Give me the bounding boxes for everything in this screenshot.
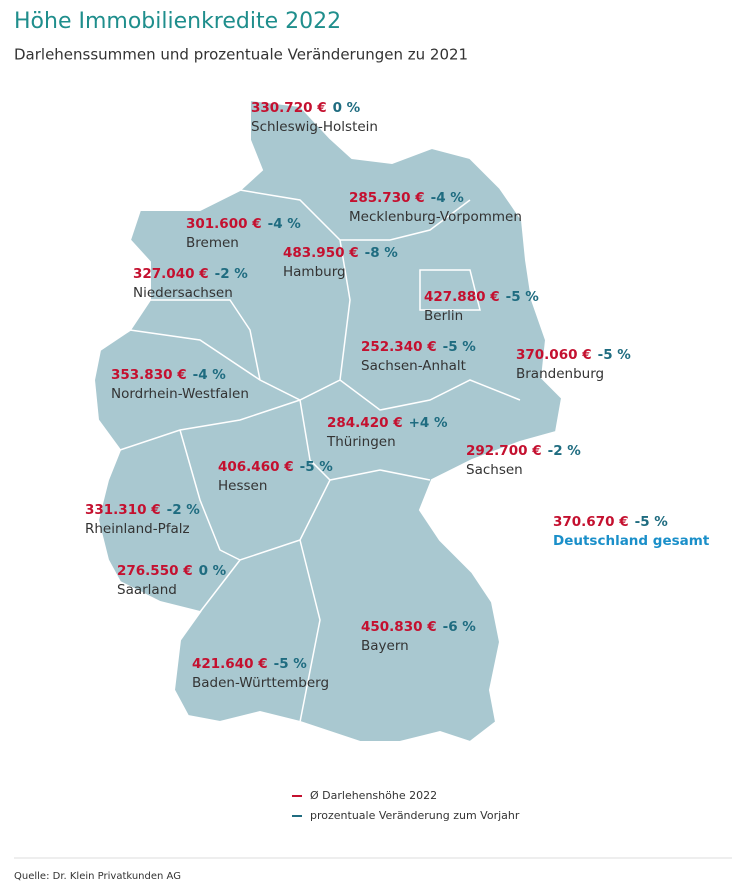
region-amount: 421.640 €: [192, 656, 268, 672]
region-name: Bayern: [361, 638, 409, 654]
region-amount: 285.730 €: [349, 190, 425, 206]
region-change: -2 %: [167, 502, 201, 518]
region-change: -5 %: [274, 656, 308, 672]
region-change: -5 %: [506, 289, 540, 305]
region-amount: 427.880 €: [424, 289, 500, 305]
subtitle: Darlehenssummen und prozentuale Veränder…: [14, 46, 468, 64]
region-name: Hessen: [218, 478, 267, 494]
region-amount: 370.060 €: [516, 347, 592, 363]
region-change: 0 %: [199, 563, 227, 579]
title: Höhe Immobilienkredite 2022: [14, 9, 341, 34]
region-name: Sachsen: [466, 462, 523, 478]
region-name: Mecklenburg-Vorpommen: [349, 209, 522, 225]
region-amount: 276.550 €: [117, 563, 193, 579]
region-change: -2 %: [215, 266, 249, 282]
region-change: 0 %: [333, 100, 361, 116]
region-amount: 284.420 €: [327, 415, 403, 431]
total-amount: 370.670 €: [553, 514, 629, 530]
region-amount: 450.830 €: [361, 619, 437, 635]
region-change: +4 %: [409, 415, 448, 431]
region-amount: 353.830 €: [111, 367, 187, 383]
region-name: Hamburg: [283, 264, 346, 280]
region-name: Saarland: [117, 582, 177, 598]
legend-label: prozentuale Veränderung zum Vorjahr: [310, 809, 520, 822]
region-amount: 292.700 €: [466, 443, 542, 459]
region-name: Schleswig-Holstein: [251, 119, 378, 135]
region-amount: 330.720 €: [251, 100, 327, 116]
region-change: -5 %: [598, 347, 632, 363]
region-change: -4 %: [268, 216, 302, 232]
region-name: Brandenburg: [516, 366, 604, 382]
region-name: Sachsen-Anhalt: [361, 358, 466, 374]
region-amount: 327.040 €: [133, 266, 209, 282]
region-name: Thüringen: [326, 434, 396, 450]
region-change: -6 %: [443, 619, 477, 635]
region-amount: 406.460 €: [218, 459, 294, 475]
source: Quelle: Dr. Klein Privatkunden AG: [14, 871, 181, 882]
region-change: -4 %: [431, 190, 465, 206]
total-name: Deutschland gesamt: [553, 533, 710, 549]
legend-label: Ø Darlehenshöhe 2022: [310, 789, 437, 802]
region-name: Niedersachsen: [133, 285, 233, 301]
region-amount: 331.310 €: [85, 502, 161, 518]
state-borders: [119, 189, 521, 723]
region-name: Baden-Württemberg: [192, 675, 329, 691]
region-change: -2 %: [548, 443, 582, 459]
region-name: Berlin: [424, 308, 463, 324]
total-change: -5 %: [635, 514, 669, 530]
region-amount: 252.340 €: [361, 339, 437, 355]
region-amount: 483.950 €: [283, 245, 359, 261]
region-amount: 301.600 €: [186, 216, 262, 232]
region-change: -8 %: [365, 245, 399, 261]
germany-map: [92, 98, 564, 744]
region-name: Nordrhein-Westfalen: [111, 386, 249, 402]
region-change: -5 %: [443, 339, 477, 355]
region-name: Rheinland-Pfalz: [85, 521, 190, 537]
region-change: -5 %: [300, 459, 334, 475]
region-name: Bremen: [186, 235, 239, 251]
region-change: -4 %: [193, 367, 227, 383]
